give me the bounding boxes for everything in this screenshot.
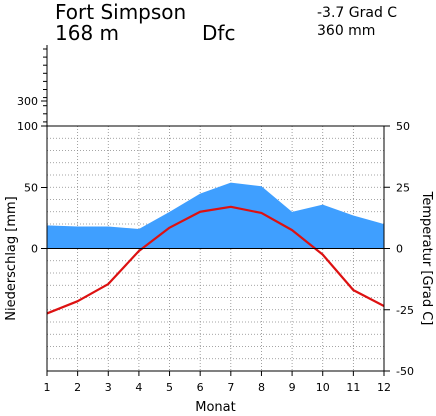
x-axis-tick-label: 10: [316, 381, 330, 394]
x-axis-tick-label: 7: [227, 381, 234, 394]
precipitation-area-fill: [47, 182, 384, 249]
x-axis-tick-label: 8: [258, 381, 265, 394]
precipitation-area: [47, 182, 384, 249]
left-axis-title: Niederschlag [mm]: [4, 196, 19, 321]
x-axis-title: Monat: [195, 400, 235, 415]
right-axis-tick-label: -25: [396, 304, 414, 317]
x-axis-tick-label: 12: [377, 381, 391, 394]
right-axis-tick-label: 25: [396, 181, 410, 194]
x-axis-tick-label: 9: [289, 381, 296, 394]
station-elevation: 168 m: [55, 21, 120, 45]
climate-class: Dfc: [202, 21, 236, 45]
x-axis-tick-label: 2: [74, 381, 81, 394]
x-axis-tick-label: 5: [166, 381, 173, 394]
left-axis-tick-label: 100: [17, 120, 38, 133]
left-axis-tick-label: 300: [17, 95, 38, 108]
station-name: Fort Simpson: [55, 0, 187, 24]
x-axis-tick-label: 4: [135, 381, 142, 394]
x-axis-tick-label: 3: [105, 381, 112, 394]
x-axis-tick-label: 6: [197, 381, 204, 394]
mean-temperature: -3.7 Grad C: [317, 5, 398, 21]
axes: [41, 45, 390, 376]
left-axis-tick-label: 50: [24, 182, 38, 195]
temperature-line: [46, 205, 385, 315]
right-axis-title: Temperatur [Grad C]: [419, 191, 434, 326]
right-axis-tick-label: 50: [396, 120, 410, 133]
annual-precipitation: 360 mm: [317, 23, 376, 39]
temperature-series-line: [46, 205, 385, 315]
right-axis-tick-label: -50: [396, 365, 414, 378]
x-axis-tick-label: 11: [346, 381, 360, 394]
x-axis-tick-label: 1: [44, 381, 51, 394]
left-axis-tick-label: 0: [31, 243, 38, 256]
right-axis-tick-label: 0: [396, 243, 403, 256]
